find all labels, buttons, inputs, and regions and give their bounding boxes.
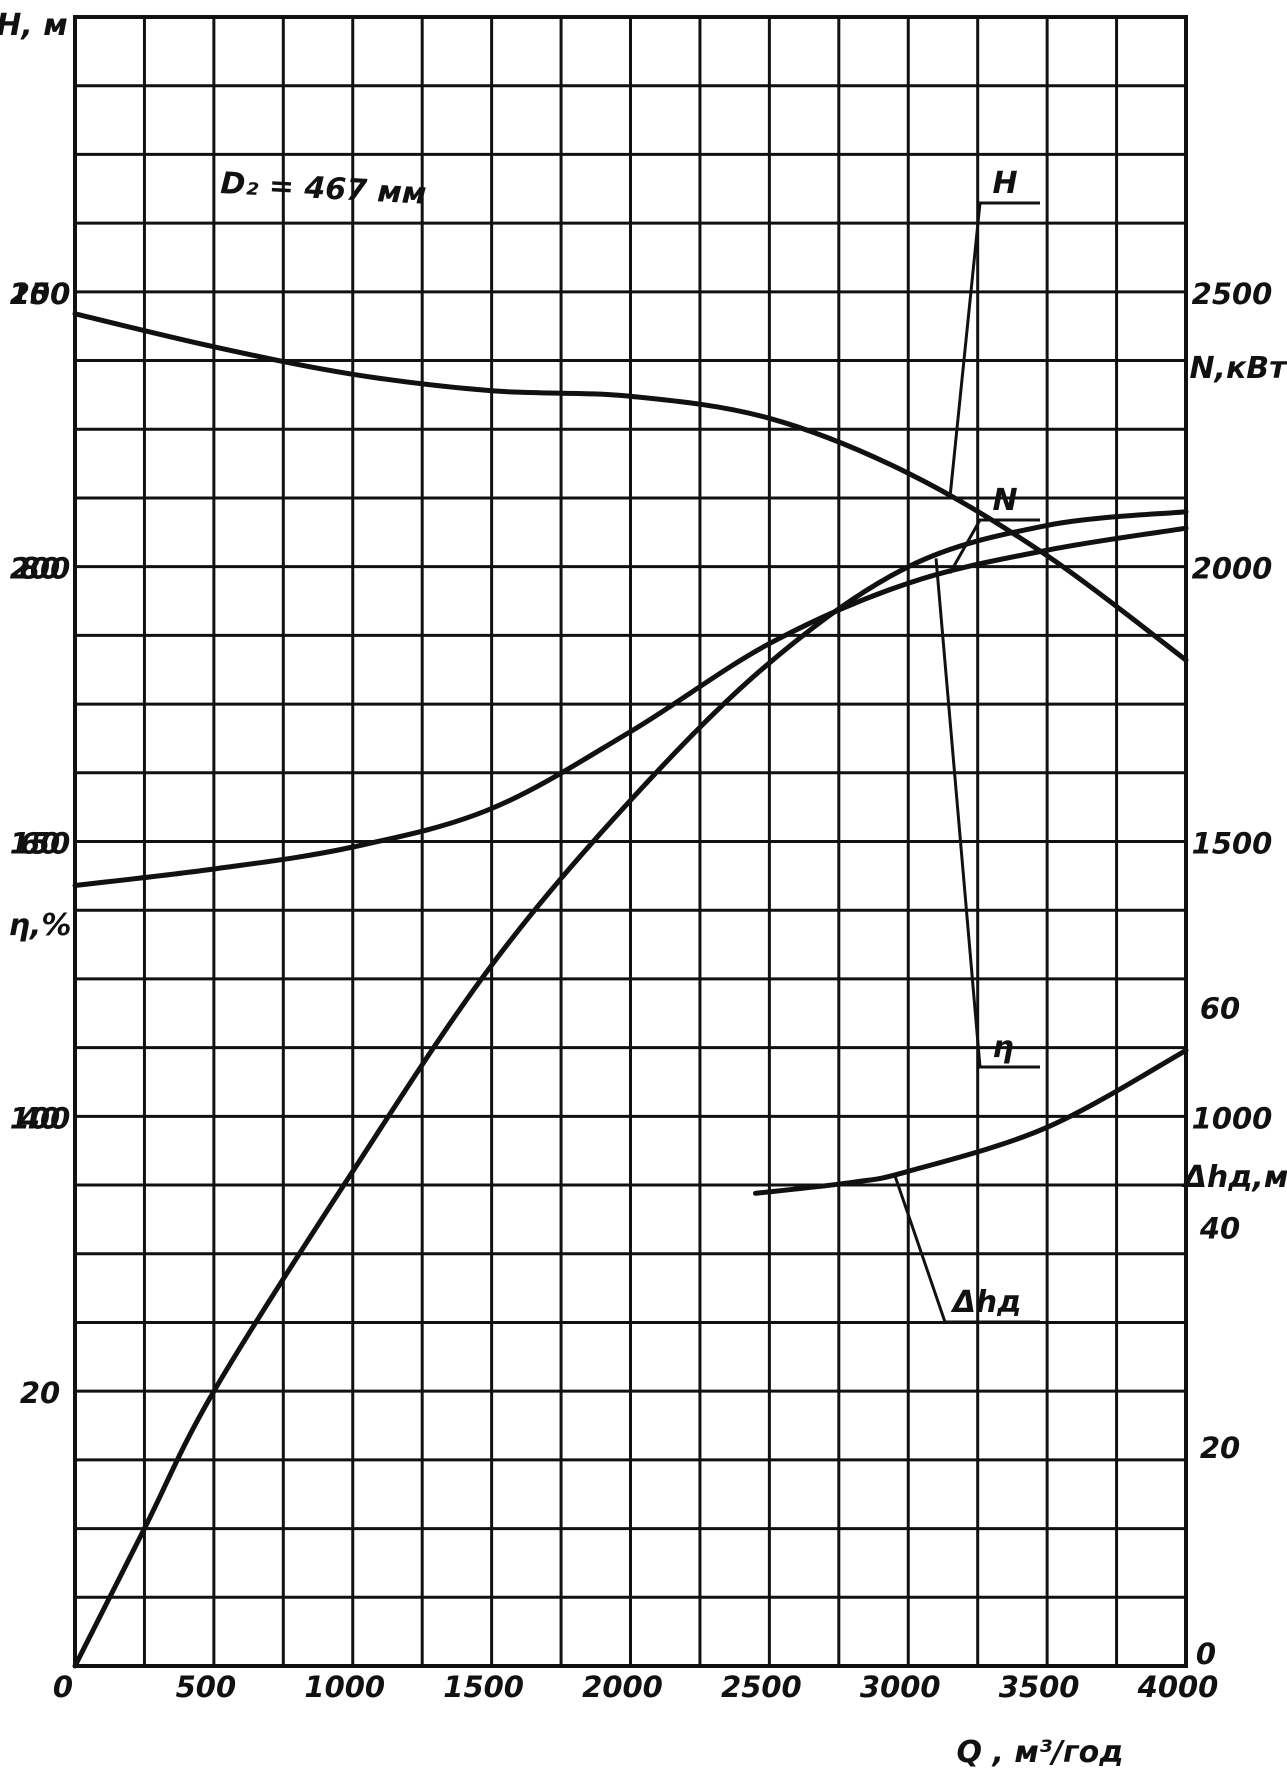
- eta-axis-label: η,%: [9, 908, 72, 943]
- n-tick-label: 1000: [1192, 1101, 1273, 1135]
- dh-axis-label: Δhд,м: [1182, 1160, 1287, 1195]
- dh-tick-label: 0: [1196, 1637, 1216, 1671]
- curve-eta: [72, 509, 1189, 1669]
- impeller-diameter-label: D₂ = 467 мм: [220, 166, 428, 212]
- h-tick-label: 200: [10, 552, 71, 586]
- x-tick-label: 2500: [721, 1670, 802, 1704]
- dh-tick-label: 40: [1199, 1211, 1240, 1245]
- x-tick-label: 4000: [1137, 1670, 1219, 1704]
- n-tick-label: 2000: [1192, 552, 1273, 586]
- n-axis-label: N,кВт: [1189, 351, 1287, 386]
- x-axis-label: Q , м³/год: [957, 1735, 1124, 1770]
- curve-label: η: [992, 1030, 1013, 1065]
- grid: [73, 15, 1188, 1668]
- curve-label: N: [992, 483, 1017, 518]
- leader-line: [948, 201, 1040, 499]
- x-tick-label: 0: [53, 1670, 73, 1704]
- x-tick-label: 3000: [860, 1670, 941, 1704]
- leader-line: [948, 518, 1040, 575]
- h-tick-label: 100: [10, 1101, 71, 1135]
- x-tick-label: 2000: [582, 1670, 663, 1704]
- eta-tick-label: 20: [20, 1376, 60, 1410]
- eta-tick-label: 100: [10, 277, 71, 311]
- n-tick-label: 1500: [1192, 827, 1273, 861]
- eta-tick-label: 40: [19, 1101, 60, 1135]
- curves: [72, 311, 1189, 1669]
- h-tick-label: 150: [10, 827, 71, 861]
- dh-tick-label: 20: [1200, 1431, 1240, 1465]
- leader-line: [892, 1173, 1040, 1324]
- eta-tick-label: 80: [20, 552, 60, 586]
- x-tick-label: 1000: [304, 1670, 385, 1704]
- curve-dh: [753, 1047, 1189, 1196]
- eta-tick-label: 60: [20, 827, 60, 861]
- curve-h: [72, 311, 1189, 663]
- leader-line: [934, 558, 1040, 1069]
- curve-label: Δhд: [951, 1285, 1022, 1320]
- n-tick-label: 2500: [1192, 277, 1273, 311]
- x-tick-label: 3500: [999, 1670, 1080, 1704]
- dh-tick-label: 60: [1200, 991, 1240, 1025]
- curve-n: [72, 525, 1189, 888]
- h-tick-label: 250: [10, 277, 71, 311]
- curve-label: Н: [992, 166, 1017, 201]
- h-axis-label: Н, м: [0, 8, 68, 43]
- x-tick-label: 500: [176, 1670, 237, 1704]
- plot-frame: [73, 15, 1188, 1668]
- x-tick-label: 1500: [443, 1670, 524, 1704]
